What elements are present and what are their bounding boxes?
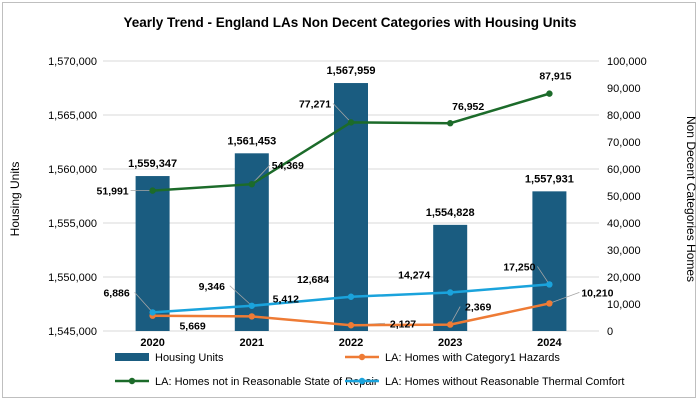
- line-data-label: 10,210: [581, 287, 613, 299]
- legend-swatch-marker: [128, 377, 136, 385]
- line-data-label: 12,684: [297, 274, 329, 286]
- marker-la-homes-not-in-reasonable-state-of-repair: [149, 187, 156, 194]
- x-tick-label: 2024: [537, 337, 562, 349]
- leader-line: [134, 292, 153, 313]
- line-data-label: 17,250: [503, 261, 535, 273]
- legend-entry-label: LA: Homes not in Reasonable State of Rep…: [155, 376, 378, 388]
- y-left-tick-label: 1,550,000: [48, 272, 97, 284]
- line-data-label: 14,274: [398, 269, 430, 281]
- y-right-tick-label: 30,000: [607, 245, 641, 257]
- leader-line: [537, 266, 550, 285]
- bar-data-label: 1,561,453: [227, 135, 276, 147]
- marker-la-homes-without-reasonable-thermal-comfort: [149, 309, 156, 316]
- legend-entry-label: Housing Units: [155, 352, 224, 364]
- y-right-tick-label: 70,000: [607, 137, 641, 149]
- line-data-label: 77,271: [299, 98, 331, 110]
- chart-title: Yearly Trend - England LAs Non Decent Ca…: [123, 15, 576, 30]
- line-data-label: 9,346: [199, 281, 225, 293]
- line-data-label: 6,886: [103, 287, 129, 299]
- y-right-tick-label: 100,000: [607, 56, 647, 68]
- line-data-label: 51,991: [97, 186, 129, 198]
- marker-la-homes-not-in-reasonable-state-of-repair: [347, 119, 355, 126]
- bar-housing-units: [532, 191, 567, 331]
- legend-entry-label: LA: Homes without Reasonable Thermal Com…: [385, 376, 624, 388]
- legend-swatch-marker: [358, 377, 366, 385]
- marker-la-homes-not-in-reasonable-state-of-repair: [447, 120, 454, 127]
- y-left-tick-label: 1,560,000: [48, 164, 97, 176]
- y-right-tick-label: 50,000: [607, 191, 641, 203]
- leader-line: [332, 103, 352, 123]
- y-right-tick-labels: 0 10,000 20,000 30,000 40,000 50,000 60,000 70,…: [607, 56, 647, 338]
- marker-la-homes-with-category1-hazards: [546, 300, 553, 307]
- chart: Yearly Trend - England LAs Non Decent Ca…: [8, 15, 698, 388]
- bar-data-label: 1,559,347: [128, 158, 177, 170]
- legend-swatch-marker: [358, 353, 366, 361]
- leader-line: [549, 292, 580, 304]
- y-right-tick-label: 90,000: [607, 83, 641, 95]
- marker-la-homes-without-reasonable-thermal-comfort: [248, 302, 255, 309]
- line-data-label: 76,952: [452, 101, 484, 113]
- y-right-tick-label: 60,000: [607, 164, 641, 176]
- bar-data-label: 1,554,828: [426, 207, 475, 219]
- data-labels: 1,559,347 1,561,453 1,567,959 1,554,828 1,55…: [97, 65, 614, 333]
- y-left-tick-label: 1,570,000: [48, 56, 97, 68]
- marker-la-homes-not-in-reasonable-state-of-repair: [248, 181, 255, 188]
- label-leader-lines: [130, 103, 580, 326]
- x-tick-label: 2020: [140, 337, 164, 349]
- legend-swatch-bar: [115, 353, 149, 361]
- chart-frame: Yearly Trend - England LAs Non Decent Ca…: [2, 2, 698, 398]
- legend: Housing Units LA: Homes with Category1 Ha…: [115, 352, 624, 388]
- x-tick-label: 2023: [438, 337, 462, 349]
- y-right-axis-label: Non Decent Categories Homes: [684, 116, 697, 282]
- marker-la-homes-without-reasonable-thermal-comfort: [447, 289, 454, 296]
- marker-la-homes-with-category1-hazards: [347, 322, 355, 329]
- y-left-tick-label: 1,565,000: [48, 110, 97, 122]
- leader-line: [449, 306, 461, 325]
- line-data-label: 87,915: [539, 71, 571, 83]
- line-data-label: 5,669: [179, 321, 205, 333]
- y-left-axis-label: Housing Units: [8, 162, 22, 237]
- y-left-tick-label: 1,555,000: [48, 218, 97, 230]
- bar-data-label: 1,557,931: [525, 173, 574, 185]
- marker-la-homes-not-in-reasonable-state-of-repair: [546, 90, 553, 97]
- y-right-tick-label: 0: [607, 326, 613, 338]
- bar-data-label: 1,567,959: [327, 65, 376, 77]
- y-left-tick-labels: 1,545,000 1,550,000 1,555,000 1,560,000 1,56…: [48, 56, 97, 338]
- y-left-tick-label: 1,545,000: [48, 326, 97, 338]
- marker-la-homes-without-reasonable-thermal-comfort: [546, 281, 553, 288]
- line-data-label: 2,127: [390, 318, 416, 330]
- y-right-tick-label: 20,000: [607, 272, 641, 284]
- bar-housing-units: [433, 224, 468, 331]
- line-data-label: 5,412: [273, 293, 299, 305]
- line-data-label: 54,369: [272, 160, 304, 172]
- y-right-tick-label: 40,000: [607, 218, 641, 230]
- line-data-label: 2,369: [465, 302, 491, 314]
- x-tick-label: 2021: [240, 337, 264, 349]
- x-tick-labels: 2020 2021 2022 2023 2024: [140, 337, 562, 349]
- legend-entry-label: LA: Homes with Category1 Hazards: [385, 352, 560, 364]
- line-series: [149, 90, 553, 329]
- y-right-tick-label: 10,000: [607, 299, 641, 311]
- y-right-tick-label: 80,000: [607, 110, 641, 122]
- bar-housing-units: [135, 176, 170, 331]
- x-tick-label: 2022: [339, 337, 363, 349]
- marker-la-homes-without-reasonable-thermal-comfort: [347, 293, 355, 300]
- marker-la-homes-with-category1-hazards: [248, 313, 255, 320]
- leader-line: [229, 285, 253, 307]
- marker-la-homes-with-category1-hazards: [447, 321, 454, 328]
